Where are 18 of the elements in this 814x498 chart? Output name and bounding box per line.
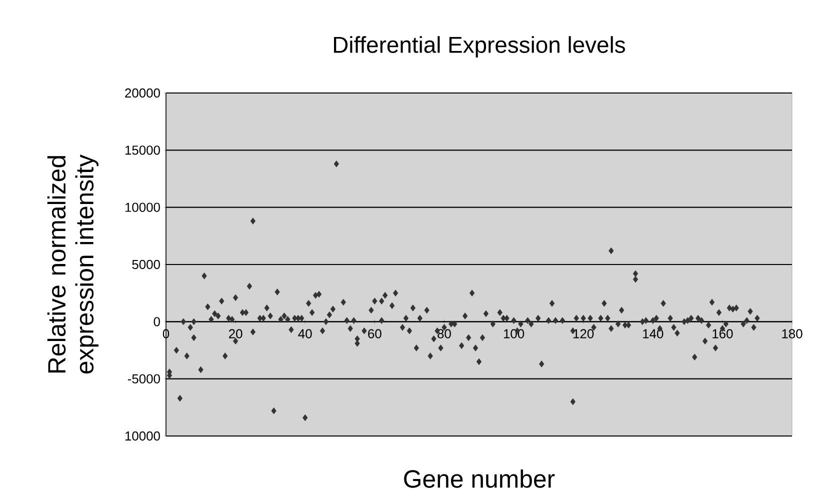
x-tick-label: 180	[782, 329, 802, 338]
y-tick-label: 20000	[125, 88, 160, 98]
x-axis-title: Gene number	[404, 470, 555, 488]
x-tick-label: 160	[712, 329, 733, 338]
y-tick-label: 10000	[125, 202, 160, 212]
x-tick-label: 60	[368, 329, 382, 338]
y-tick-label: -5000	[128, 374, 160, 384]
x-tick-label: 120	[574, 329, 594, 338]
y-tick-label: 0	[154, 317, 160, 326]
x-tick-label: 20	[229, 329, 242, 338]
y-axis-title: Relative normalized expression intensity	[47, 154, 98, 374]
y-tick-label: 15000	[125, 146, 160, 155]
chart-title: Differential Expression levels	[334, 36, 625, 58]
x-tick-label: 40	[298, 329, 312, 338]
x-tick-label: 140	[643, 329, 664, 338]
y-tick-label: 5000	[132, 260, 160, 270]
x-tick-label: 80	[438, 329, 451, 338]
y-tick-label: 10000	[125, 431, 160, 441]
